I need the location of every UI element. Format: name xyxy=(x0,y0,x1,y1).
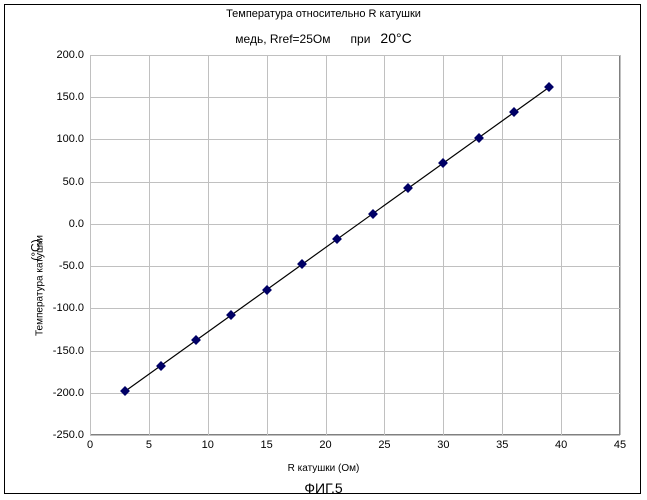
figure-caption: ФИГ.5 xyxy=(0,480,647,496)
xtick-label: 30 xyxy=(437,435,449,451)
ytick-label: 100.0 xyxy=(56,133,90,145)
xtick-label: 35 xyxy=(496,435,508,451)
subtitle-at: при xyxy=(351,32,371,46)
x-axis-label: R катушки (Ом) xyxy=(0,463,647,474)
ytick-label: -250.0 xyxy=(53,429,90,441)
ytick-label: -200.0 xyxy=(53,387,90,399)
xtick-label: 25 xyxy=(378,435,390,451)
ytick-label: 0.0 xyxy=(69,218,90,230)
xtick-label: 15 xyxy=(261,435,273,451)
chart-title: Температура относительно R катушки xyxy=(0,8,647,20)
xtick-label: 20 xyxy=(319,435,331,451)
y-axis-label: Температура катушки xyxy=(35,216,46,356)
subtitle-temp: 20°C xyxy=(380,30,411,46)
subtitle-material: медь, Rref=25Ом xyxy=(235,32,330,46)
xtick-label: 5 xyxy=(146,435,152,451)
gridline-h xyxy=(90,435,620,436)
xtick-label: 0 xyxy=(87,435,93,451)
ytick-label: 150.0 xyxy=(56,91,90,103)
ytick-label: 200.0 xyxy=(56,49,90,61)
xtick-label: 45 xyxy=(614,435,626,451)
chart-subtitle: медь, Rref=25Ом при 20°C xyxy=(0,30,647,46)
gridline-v xyxy=(620,55,621,435)
ytick-label: -100.0 xyxy=(53,302,90,314)
ytick-label: -150.0 xyxy=(53,345,90,357)
xtick-label: 40 xyxy=(555,435,567,451)
plot-area: -250.0-200.0-150.0-100.0-50.00.050.0100.… xyxy=(90,55,620,435)
xtick-label: 10 xyxy=(202,435,214,451)
ytick-label: 50.0 xyxy=(63,176,90,188)
trend-line xyxy=(90,55,620,435)
ytick-label: -50.0 xyxy=(59,260,90,272)
